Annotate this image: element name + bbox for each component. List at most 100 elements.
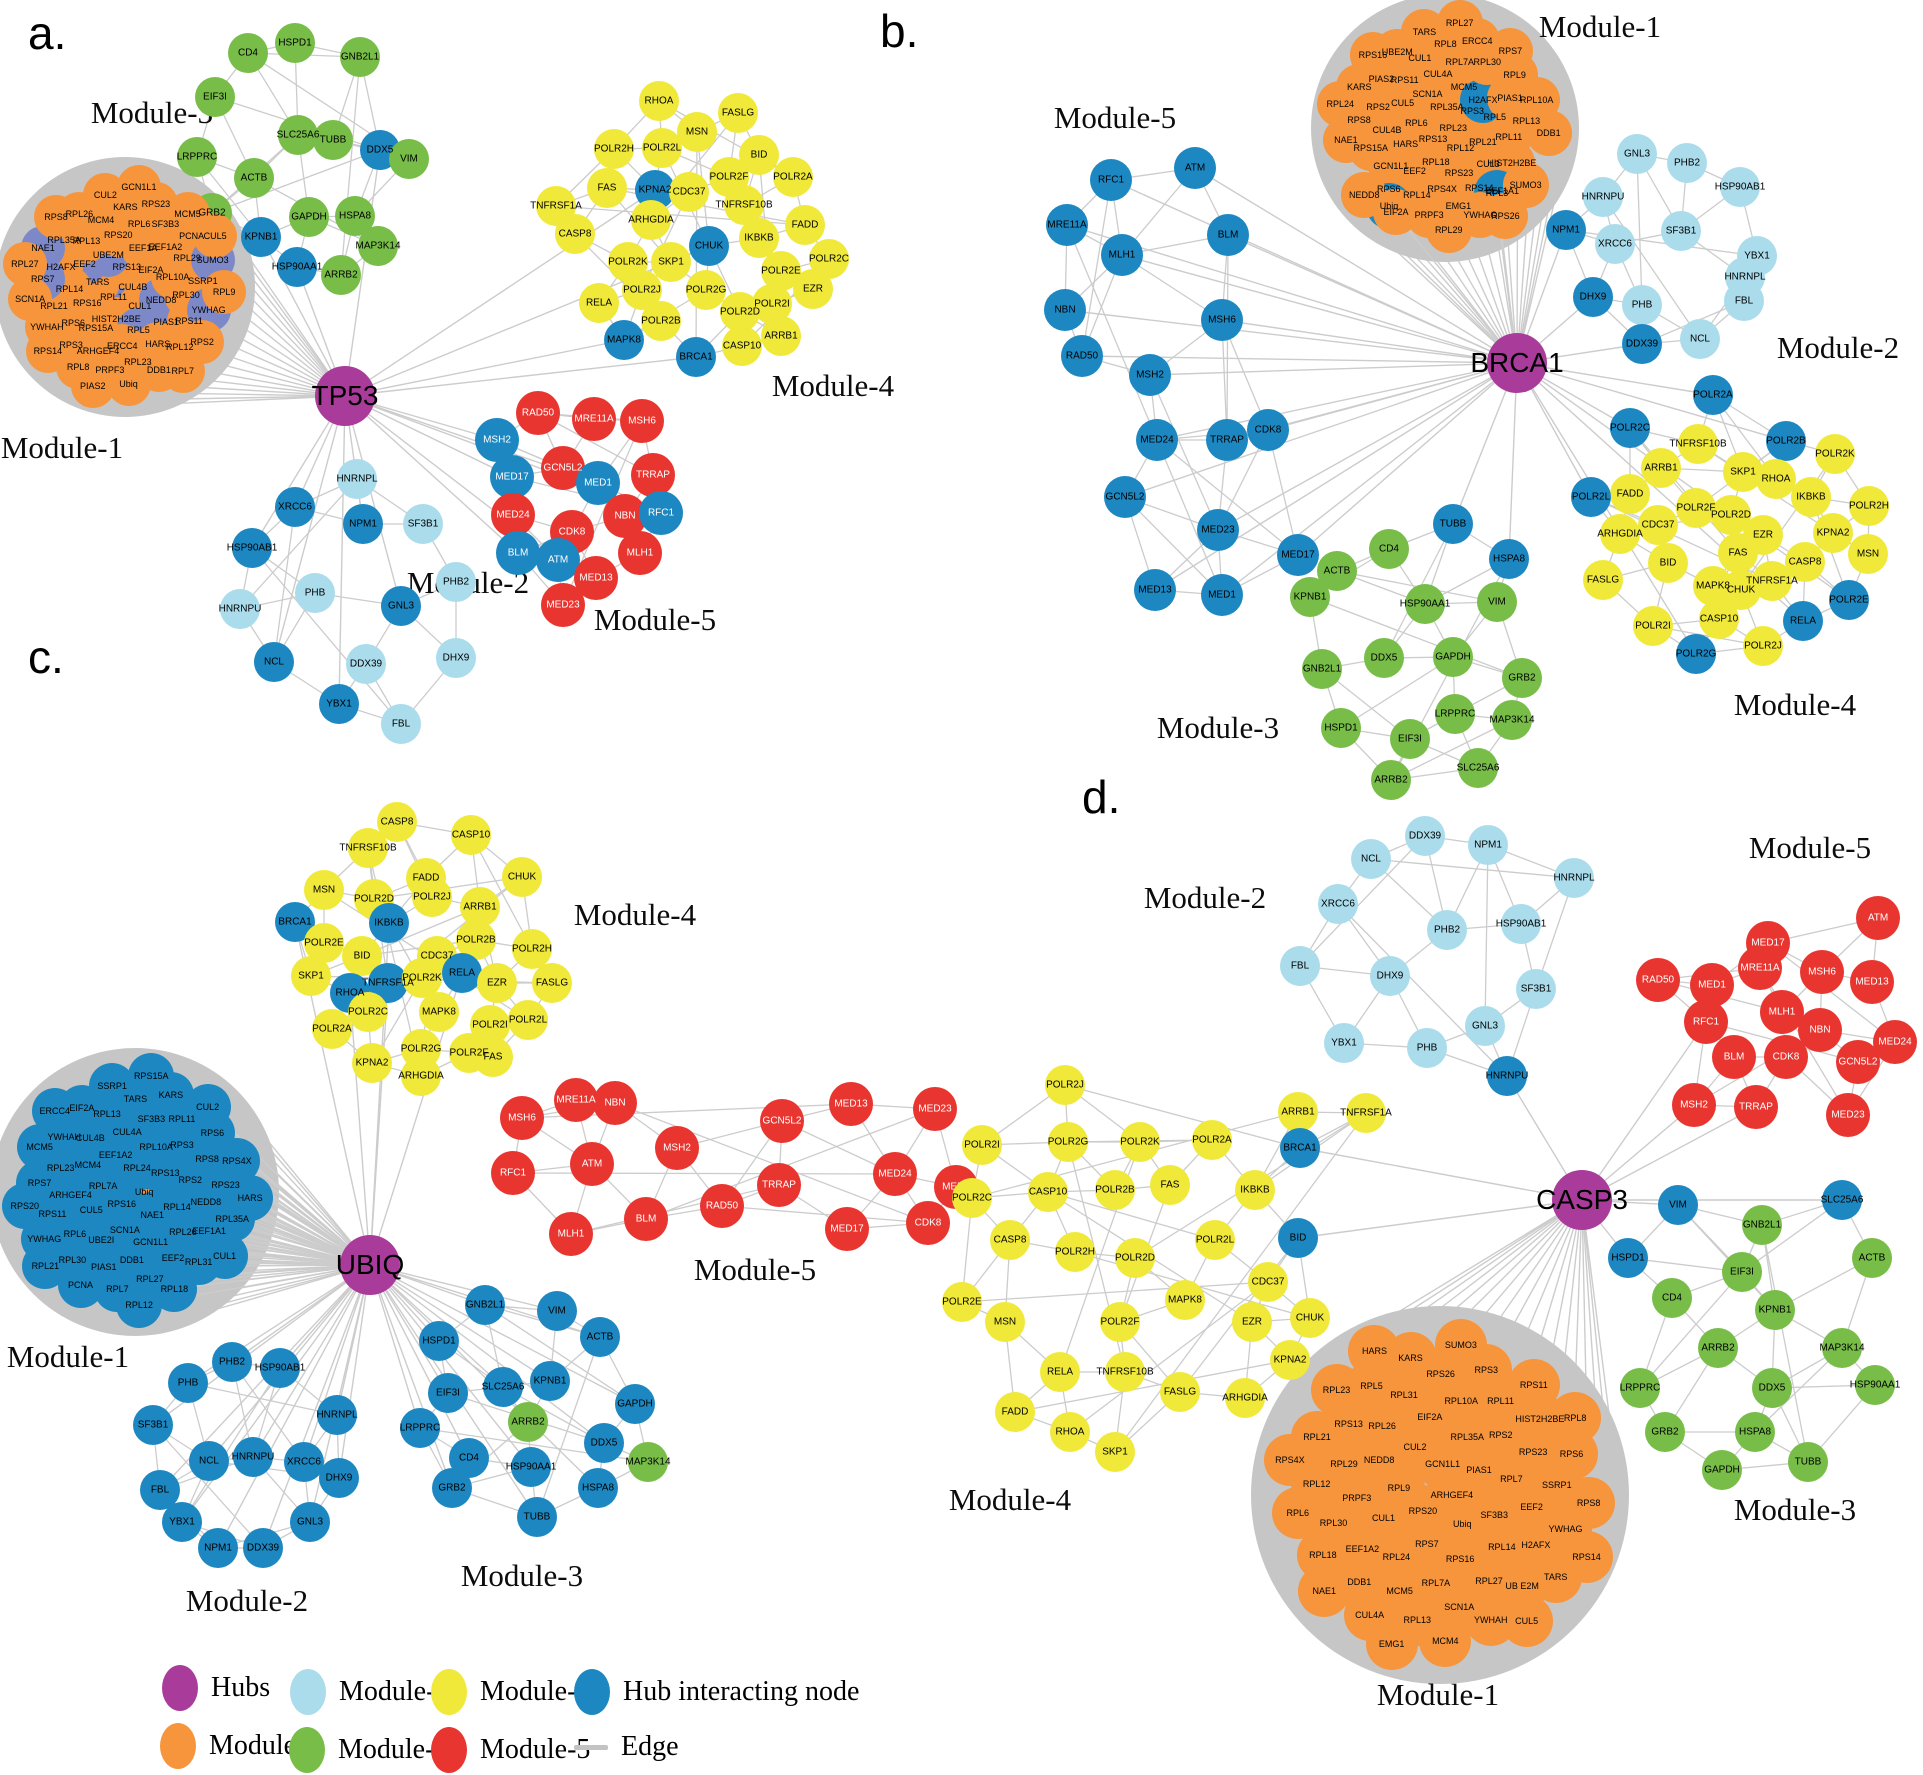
node-MED1[interactable] <box>1201 574 1243 616</box>
node-ACTB[interactable] <box>580 1317 620 1357</box>
node-HSPD1[interactable] <box>275 23 315 63</box>
node-ATM[interactable] <box>1174 147 1216 189</box>
node-SLC25A6[interactable] <box>1458 748 1498 788</box>
node-FASLG[interactable] <box>1583 560 1623 600</box>
node-POLR2K[interactable] <box>1120 1122 1160 1162</box>
node-POLR2C[interactable] <box>348 992 388 1032</box>
node-FASLG[interactable] <box>532 963 572 1003</box>
node-SF3B1[interactable] <box>1661 211 1701 251</box>
node-SUMO3[interactable] <box>1434 1318 1487 1371</box>
node-ACTB[interactable] <box>234 158 274 198</box>
node-RPS11[interactable] <box>1507 1358 1560 1411</box>
node-MRE11A[interactable] <box>1046 204 1088 246</box>
node-IKBKB[interactable] <box>369 903 409 943</box>
node-RPL24[interactable] <box>1317 80 1364 127</box>
node-DHX9[interactable] <box>1370 956 1410 996</box>
node-MED17[interactable] <box>1277 534 1319 576</box>
node-CUL2[interactable] <box>184 1083 231 1130</box>
node-HNRNPU[interactable] <box>1487 1056 1527 1096</box>
node-RPS7[interactable] <box>1487 28 1534 75</box>
node-FBL[interactable] <box>1280 946 1320 986</box>
node-PHB[interactable] <box>1622 285 1662 325</box>
node-RPS26[interactable] <box>1482 192 1529 239</box>
node-GAPDH[interactable] <box>289 197 329 237</box>
node-ARRB2[interactable] <box>508 1402 548 1442</box>
node-GRB2[interactable] <box>1645 1412 1685 1452</box>
node-KPNB1[interactable] <box>1290 577 1330 617</box>
node-EZR[interactable] <box>793 269 833 309</box>
node-SF3B1[interactable] <box>403 504 443 544</box>
node-BID[interactable] <box>1648 543 1688 583</box>
node-POLR2J[interactable] <box>1743 626 1783 666</box>
node-FADD[interactable] <box>785 205 825 245</box>
node-KPNA2[interactable] <box>1270 1340 1310 1380</box>
node-LRPPRC[interactable] <box>177 137 217 177</box>
node-TUBB[interactable] <box>517 1497 557 1537</box>
node-RPL21[interactable] <box>22 1243 69 1290</box>
node-HSP90AB1[interactable] <box>232 528 272 568</box>
node-RPL7[interactable] <box>160 348 205 393</box>
node-RHOA[interactable] <box>1050 1412 1090 1452</box>
node-MED24[interactable] <box>491 493 535 537</box>
node-POLR2A[interactable] <box>1693 375 1733 415</box>
node-MSN[interactable] <box>677 112 717 152</box>
node-MLH1[interactable] <box>549 1212 593 1256</box>
node-PHB[interactable] <box>1407 1028 1447 1068</box>
node-GCN5L2[interactable] <box>1836 1040 1880 1084</box>
node-CD4[interactable] <box>228 33 268 73</box>
node-MED23[interactable] <box>913 1087 957 1131</box>
node-GNB2L1[interactable] <box>340 37 380 77</box>
node-FBL[interactable] <box>1724 281 1764 321</box>
node-ARRB2[interactable] <box>1371 760 1411 800</box>
node-MSH2[interactable] <box>475 418 519 462</box>
node-GNL3[interactable] <box>1465 1006 1505 1046</box>
node-HNRNPU[interactable] <box>1583 177 1623 217</box>
node-PHB2[interactable] <box>436 562 476 602</box>
node-POLR2J[interactable] <box>1045 1065 1085 1105</box>
node-NPM1[interactable] <box>198 1528 238 1568</box>
node-POLR2H[interactable] <box>1849 486 1889 526</box>
node-DHX9[interactable] <box>436 638 476 678</box>
node-NCL[interactable] <box>254 642 294 682</box>
node-RAD50[interactable] <box>1636 958 1680 1002</box>
node-POLR2C[interactable] <box>1610 408 1650 448</box>
node-YBX1[interactable] <box>1324 1023 1364 1063</box>
node-RFC1[interactable] <box>639 491 683 535</box>
node-LRPPRC[interactable] <box>1620 1368 1660 1408</box>
node-DDX5[interactable] <box>1752 1368 1792 1408</box>
node-RPS8[interactable] <box>1562 1476 1615 1529</box>
node-NEDD8[interactable] <box>1341 171 1388 218</box>
node-SF3B1[interactable] <box>133 1405 173 1445</box>
node-POLR2E[interactable] <box>942 1282 982 1322</box>
node-FAS[interactable] <box>1150 1165 1190 1205</box>
node-MLH1[interactable] <box>1101 234 1143 276</box>
node-POLR2B[interactable] <box>1766 421 1806 461</box>
node-RPS20[interactable] <box>1 1182 48 1229</box>
node-PHB2[interactable] <box>1427 910 1467 950</box>
node-FASLG[interactable] <box>718 93 758 133</box>
node-POLR2C[interactable] <box>952 1178 992 1218</box>
node-HSPD1[interactable] <box>1321 708 1361 748</box>
node-CDC37[interactable] <box>669 172 709 212</box>
node-RFC1[interactable] <box>491 1151 535 1195</box>
node-POLR2L[interactable] <box>1571 477 1611 517</box>
node-HNRNPL[interactable] <box>337 459 377 499</box>
node-NBN[interactable] <box>593 1081 637 1125</box>
node-POLR2F[interactable] <box>1100 1302 1140 1342</box>
node-RPL23[interactable] <box>1310 1363 1363 1416</box>
node-VIM[interactable] <box>389 139 429 179</box>
node-GCN1L1[interactable] <box>116 164 161 209</box>
node-CDK8[interactable] <box>1247 409 1289 451</box>
node-RPS4X[interactable] <box>1263 1434 1316 1487</box>
node-RPL29[interactable] <box>1425 206 1472 253</box>
node-MAP3K14[interactable] <box>1822 1328 1862 1368</box>
node-GNL3[interactable] <box>1617 134 1657 174</box>
node-FASLG[interactable] <box>1160 1372 1200 1412</box>
node-HNRNPL[interactable] <box>317 1395 357 1435</box>
node-TNFRSF1A[interactable] <box>1752 561 1792 601</box>
node-TRRAP[interactable] <box>757 1163 801 1207</box>
node-RPL27[interactable] <box>1436 0 1483 47</box>
node-XRCC6[interactable] <box>284 1442 324 1482</box>
node-EIF3I[interactable] <box>1390 719 1430 759</box>
node-RELA[interactable] <box>1783 601 1823 641</box>
